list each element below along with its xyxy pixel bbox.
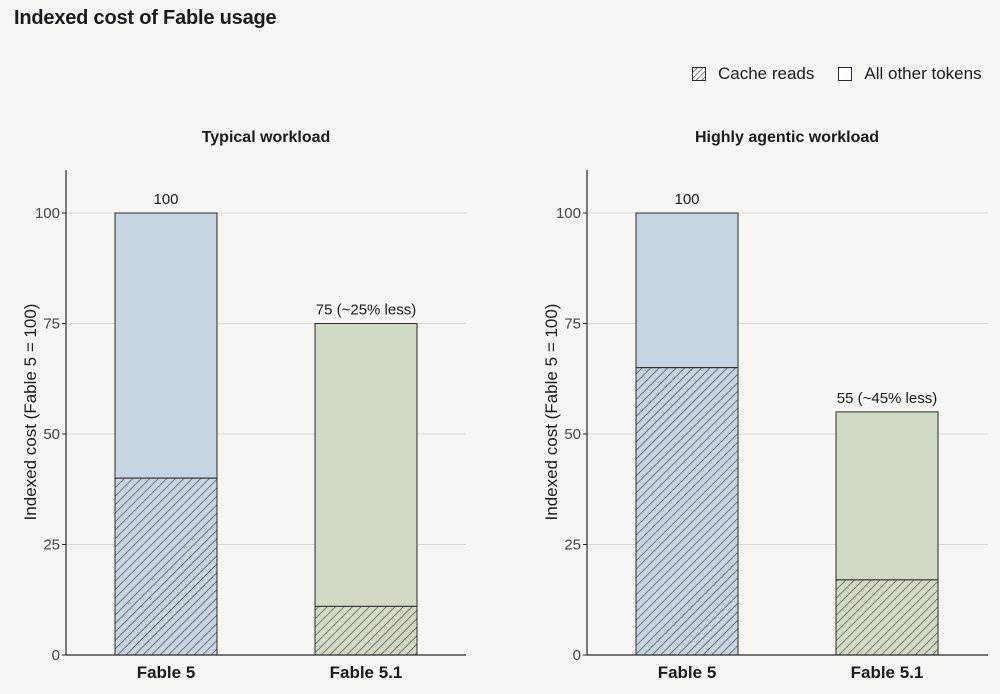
panel-1-y-tick-label: 50 [43, 426, 60, 443]
panel-2-y-axis-title: Indexed cost (Fable 5 = 100) [542, 304, 561, 521]
panel-1-data-label-1: 100 [153, 191, 178, 208]
legend-item-cache-reads: Cache reads [692, 64, 814, 84]
legend-label-all-other-tokens: All other tokens [864, 64, 982, 83]
panel-1-bar-other-tokens-1 [114, 212, 218, 479]
panel-2-bar-other-tokens-1 [635, 212, 739, 369]
panel-2-title: Highly agentic workload [695, 129, 879, 146]
panel-1-bar-cache-reads-2 [314, 605, 418, 656]
panel-2-category-label-2: Fable 5.1 [851, 663, 924, 682]
panel-2-data-label-1: 100 [674, 191, 699, 208]
panel-2-bar-cache-reads-2 [835, 579, 939, 656]
solid-swatch-icon [838, 67, 853, 81]
panel-1-y-tick-label: 75 [43, 316, 60, 333]
panel-1-y-tick-label: 100 [35, 205, 60, 222]
panel-1-y-tick-label: 0 [52, 647, 60, 664]
panel-1-bar-cache-reads-1 [114, 477, 218, 656]
panel-1-category-label-1: Fable 5 [137, 663, 196, 682]
panel-2-bar-cache-reads-1 [635, 367, 739, 656]
panel-2-y-tick-label: 100 [556, 205, 581, 222]
panel-1-y-axis-title: Indexed cost (Fable 5 = 100) [21, 304, 40, 521]
panel-2-y-tick-label: 25 [564, 537, 581, 554]
hatched-swatch-icon [692, 67, 706, 81]
panel-1-category-label-2: Fable 5.1 [330, 663, 403, 682]
panel-2-y-tick-label: 75 [564, 316, 581, 333]
panel-1-title: Typical workload [202, 129, 331, 146]
panel-2-data-label-2: 55 (~45% less) [837, 390, 937, 407]
page-title: Indexed cost of Fable usage [14, 7, 277, 29]
panel-1-y-tick-label: 25 [43, 537, 60, 554]
panel-1-data-label-2: 75 (~25% less) [316, 302, 416, 319]
legend-item-all-other-tokens: All other tokens [838, 64, 982, 84]
chart-legend: Cache reads All other tokens [692, 64, 1000, 84]
panel-2-category-label-1: Fable 5 [658, 663, 717, 682]
panel-2-y-tick-label: 50 [564, 426, 581, 443]
panel-2-y-tick-label: 0 [573, 647, 581, 664]
panel-1-bar-other-tokens-2 [314, 323, 418, 607]
legend-label-cache-reads: Cache reads [718, 64, 815, 83]
panel-2-bar-other-tokens-2 [835, 411, 939, 581]
